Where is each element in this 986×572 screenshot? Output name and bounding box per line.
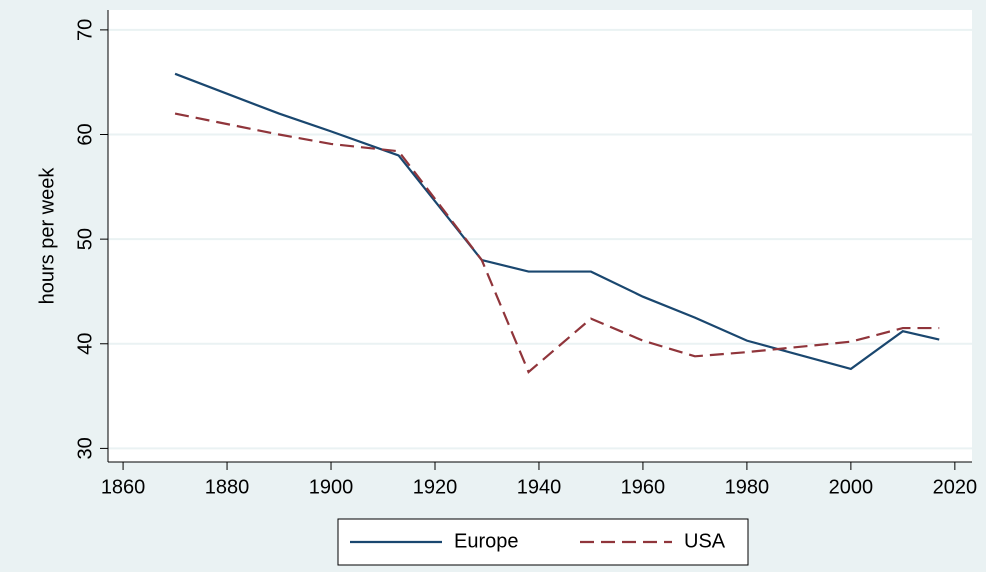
y-tick-label: 50 (74, 228, 96, 250)
plot-area (108, 10, 972, 462)
x-tick-label: 1980 (725, 476, 770, 498)
x-tick-label: 1960 (621, 476, 666, 498)
x-tick-label: 1940 (517, 476, 562, 498)
y-axis-label: hours per week (36, 167, 58, 305)
x-tick-label: 1860 (101, 476, 146, 498)
x-tick-label: 1900 (309, 476, 354, 498)
series-line (174, 72, 940, 371)
x-tick-label: 1880 (205, 476, 250, 498)
x-tick-label: 2000 (829, 476, 874, 498)
y-tick-label: 30 (74, 437, 96, 459)
x-tick-label: 1920 (413, 476, 458, 498)
legend-label: Europe (454, 530, 519, 552)
legend-label: USA (684, 530, 726, 552)
y-tick-label: 40 (74, 333, 96, 355)
series-line (174, 112, 940, 374)
y-tick-label: 70 (74, 19, 96, 41)
y-tick-label: 60 (74, 123, 96, 145)
x-tick-label: 2020 (933, 476, 978, 498)
